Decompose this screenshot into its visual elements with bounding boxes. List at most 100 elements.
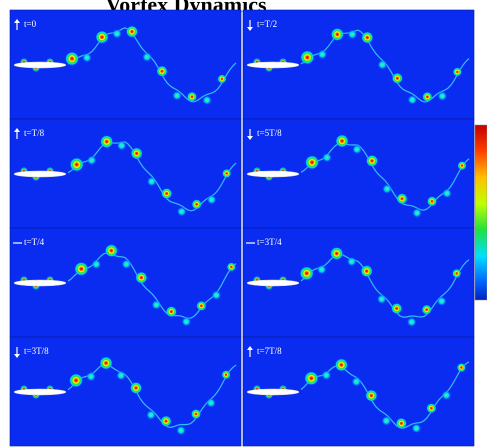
vortex [99, 356, 113, 370]
vortex [352, 144, 363, 155]
airfoil [246, 61, 300, 69]
vortex [317, 49, 328, 60]
vortex [69, 157, 84, 172]
airfoil [13, 388, 67, 396]
vortex [217, 74, 227, 84]
vortex [305, 155, 320, 170]
panel: t=3T/4 [242, 227, 475, 338]
vortex [202, 95, 212, 106]
panel: t=T/8 [9, 118, 242, 229]
colorbar [474, 124, 487, 301]
vortex [442, 188, 453, 199]
vortex [191, 409, 202, 420]
vortex [130, 147, 143, 160]
vortex [330, 246, 344, 260]
vortex [176, 425, 187, 436]
vortex [112, 28, 122, 39]
vortex [456, 363, 466, 373]
wake-filament [300, 142, 470, 211]
vortex [412, 207, 423, 218]
vortex [196, 300, 207, 311]
vortex [100, 135, 114, 149]
vortex [156, 65, 168, 77]
motion-icon [247, 136, 253, 140]
vortex [161, 188, 173, 200]
wake-filament [67, 27, 237, 103]
vortex [126, 25, 138, 38]
vortex [135, 271, 148, 284]
vortex [457, 161, 467, 171]
time-label: t=3T/4 [257, 237, 282, 247]
time-label: t=T/4 [24, 237, 45, 247]
vortex [360, 265, 373, 278]
vortex [181, 316, 192, 327]
vortex [452, 268, 462, 278]
vortex [187, 91, 197, 102]
vortex [406, 316, 417, 327]
vortex [396, 193, 408, 205]
vortex [365, 389, 378, 402]
panel: t=3T/8 [9, 336, 242, 447]
vortex [86, 371, 97, 382]
vortex [377, 59, 388, 70]
vortex [86, 155, 97, 166]
vortex [395, 417, 407, 429]
vortex [421, 304, 432, 315]
vortex [316, 264, 327, 275]
time-label: t=T/2 [257, 19, 277, 29]
panel: t=0 [9, 9, 242, 120]
vortex [65, 51, 79, 66]
vortex [104, 244, 118, 258]
vortex [391, 72, 403, 84]
vortex [146, 409, 157, 420]
vortex [191, 199, 202, 210]
airfoil [13, 170, 67, 178]
vortex [121, 259, 132, 270]
vortex [222, 168, 232, 178]
vortex [91, 259, 102, 270]
time-label: t=T/8 [24, 128, 45, 138]
vortex [382, 183, 393, 194]
airfoil [246, 170, 300, 178]
vortex [172, 90, 182, 101]
panel: t=5T/8 [242, 118, 475, 229]
vortex [361, 31, 374, 44]
vortex [437, 91, 448, 102]
vortex [130, 381, 143, 394]
vortex [334, 358, 348, 372]
airfoil [13, 61, 67, 69]
vortex [381, 415, 392, 426]
vortex [116, 370, 127, 381]
vortex [366, 154, 379, 167]
wake-filament [300, 361, 470, 429]
vortex [165, 306, 177, 318]
vortex [69, 373, 84, 388]
vortex [206, 194, 217, 205]
vortex [346, 256, 357, 267]
time-label: t=3T/8 [24, 346, 49, 356]
time-label: t=0 [24, 19, 37, 29]
motion-icon [247, 27, 253, 31]
vortex [176, 206, 187, 217]
vortex [351, 376, 362, 387]
panel: t=T/4 [9, 227, 242, 338]
vortex [299, 266, 314, 281]
airfoil [246, 279, 300, 287]
vortex [160, 415, 172, 427]
vortex [376, 294, 387, 305]
vortex [436, 296, 447, 307]
panel: t=7T/8 [242, 336, 475, 447]
vortex [304, 371, 319, 386]
vortex [427, 196, 438, 207]
vortex [330, 27, 344, 41]
vortex [411, 423, 422, 434]
vortex [146, 176, 157, 187]
vortex [300, 50, 315, 65]
vortex [211, 290, 222, 301]
vortex [151, 299, 162, 310]
motion-icon [247, 346, 253, 350]
vortex [452, 67, 462, 77]
airfoil [246, 388, 300, 396]
vortex [95, 30, 109, 44]
